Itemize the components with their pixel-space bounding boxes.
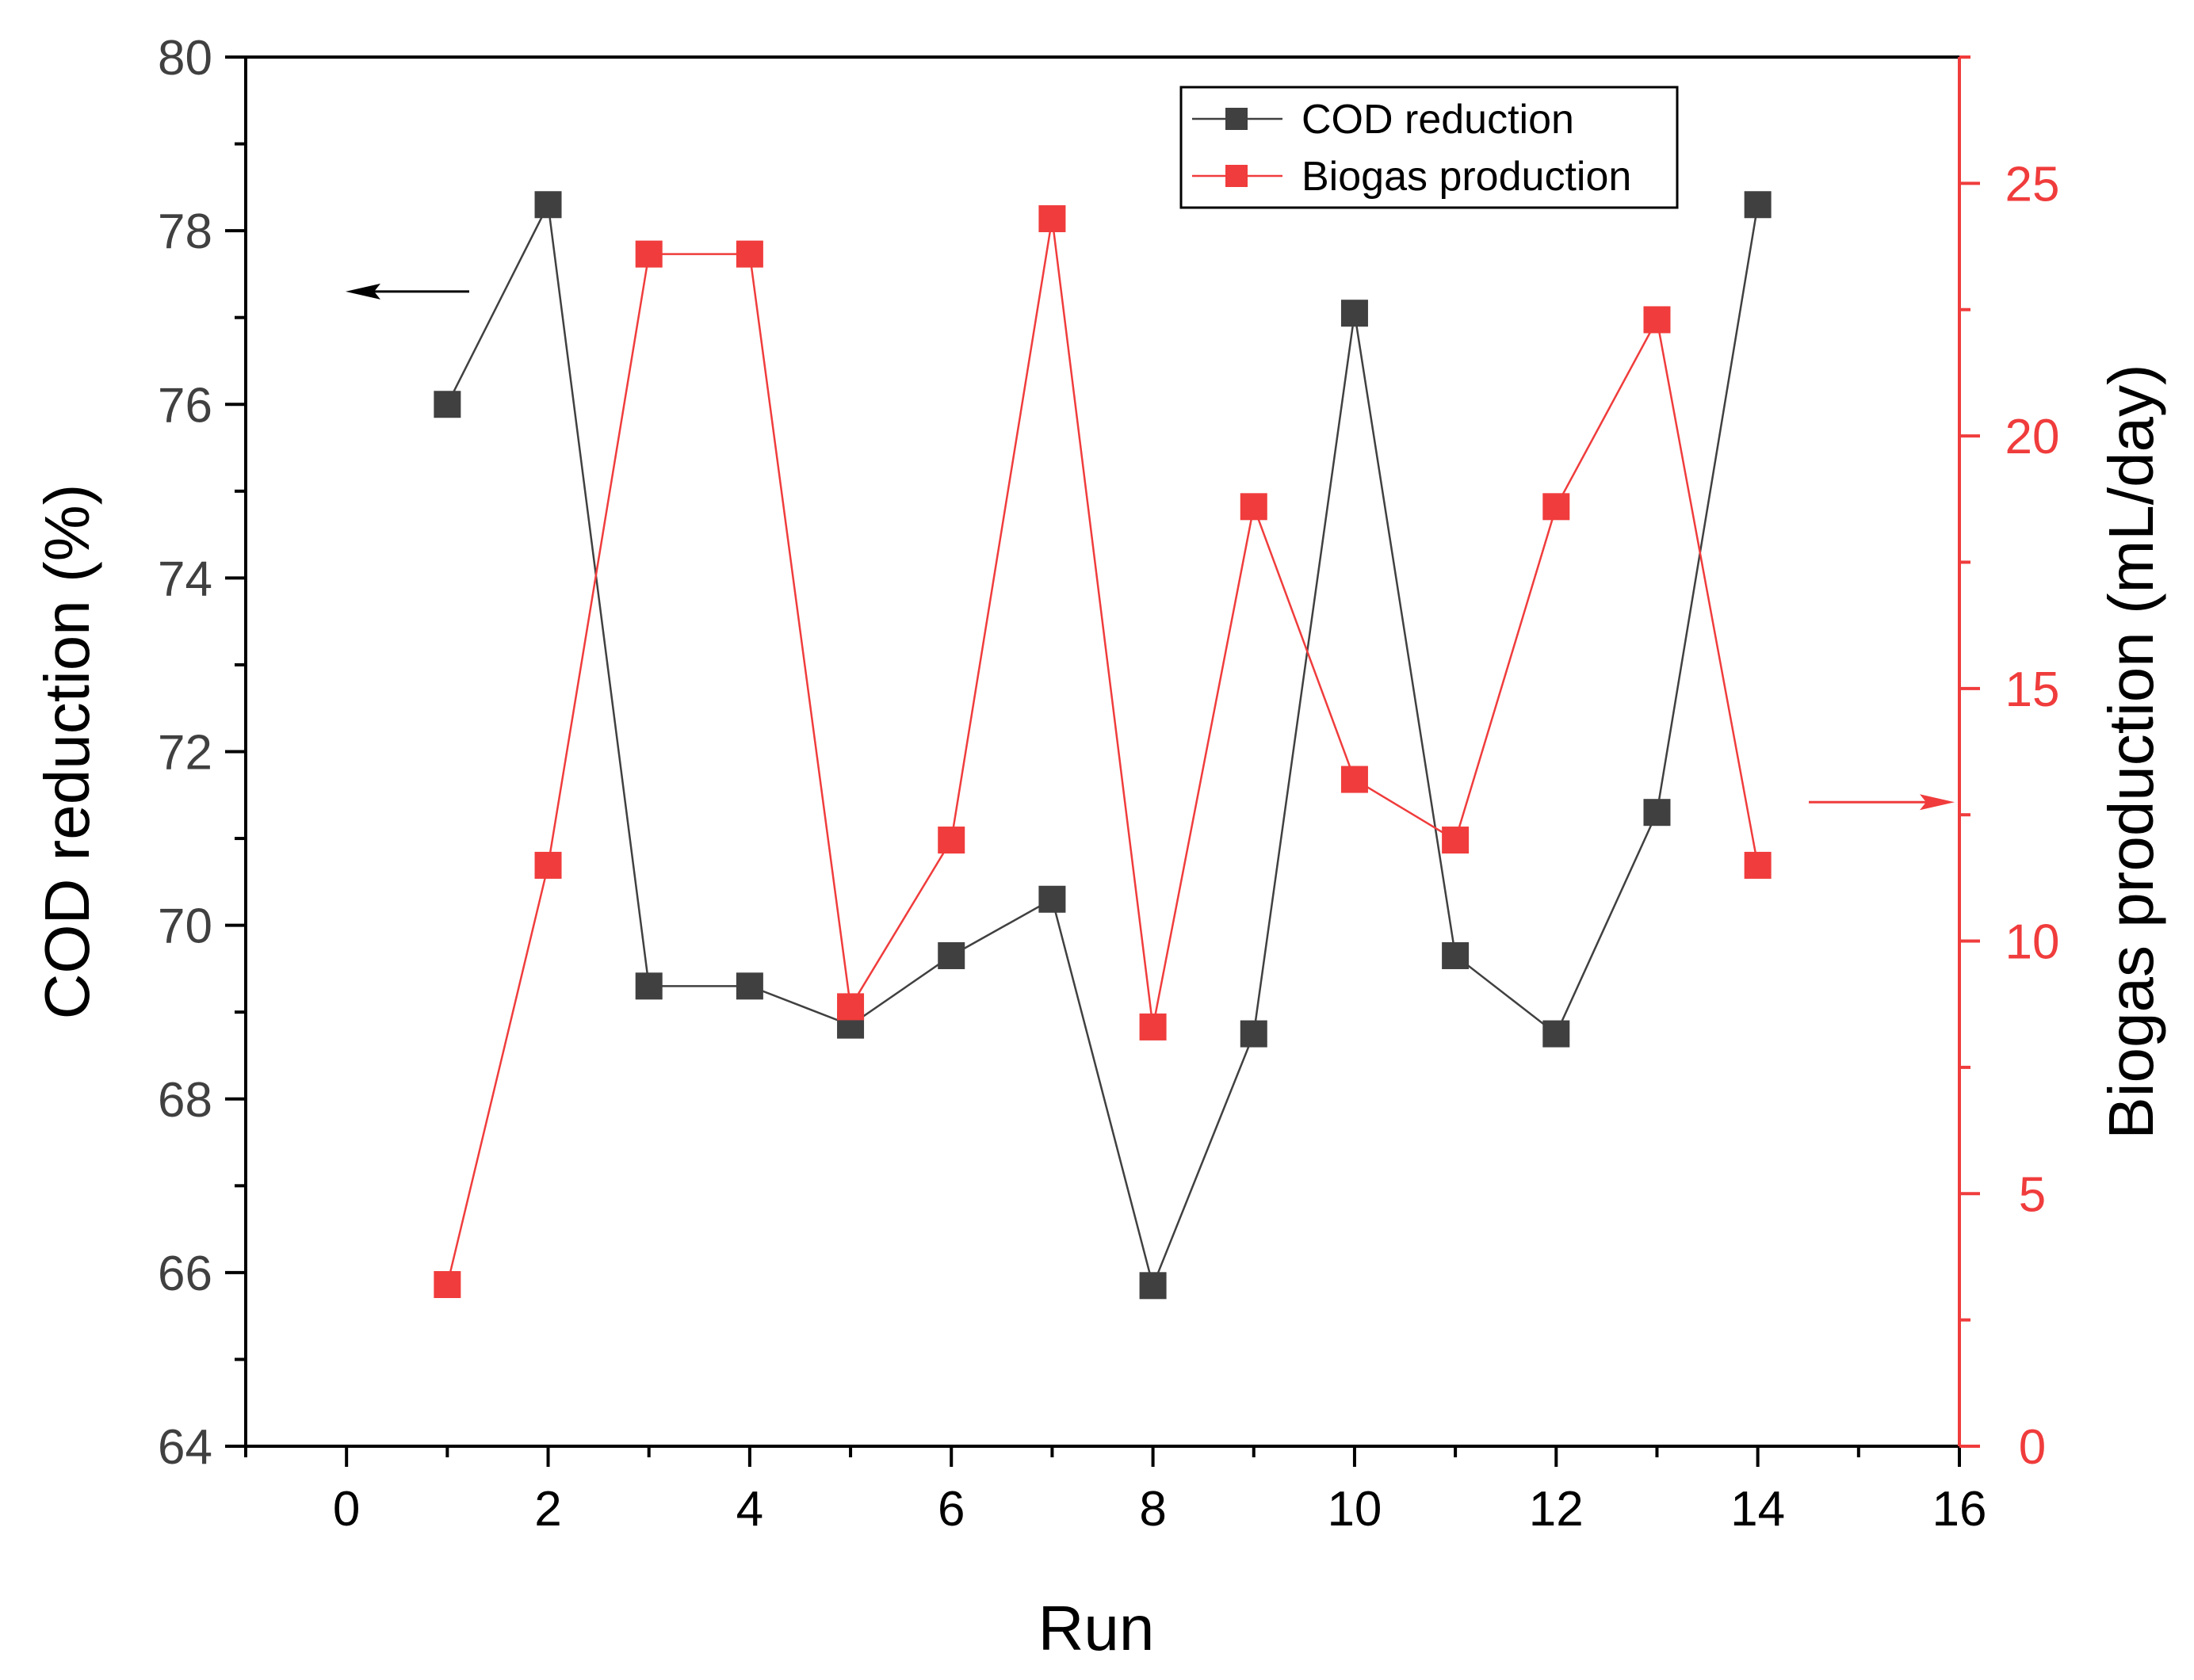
y-axis-right-title: Biogas production (mL/day) [2096, 364, 2166, 1139]
y-right-tick-label: 0 [2019, 1420, 2046, 1475]
y-left-tick-label: 72 [158, 726, 212, 781]
cod-point [1744, 191, 1772, 219]
annotation-layer [346, 283, 1955, 811]
biogas-point [1240, 493, 1267, 521]
y-left-tick-label: 66 [158, 1247, 212, 1301]
y-right-tick-label: 5 [2019, 1167, 2046, 1222]
series-layer [434, 191, 1772, 1300]
legend-box [1179, 86, 1679, 209]
y-right-tick-label: 15 [2005, 662, 2060, 717]
x-tick-label: 14 [1730, 1482, 1785, 1537]
y-right-tick-label: 25 [2005, 157, 2060, 212]
x-tick-label: 16 [1932, 1482, 1987, 1537]
y-axis-left-title: COD reduction (%) [32, 484, 102, 1020]
arrow-right-head [1920, 794, 1955, 811]
cod-point [434, 391, 461, 418]
cod-point [1038, 885, 1066, 913]
y-left-tick-label: 68 [158, 1073, 212, 1128]
y-right-tick-label: 20 [2005, 410, 2060, 464]
y-left-tick-label: 64 [158, 1420, 212, 1475]
x-tick-label: 10 [1327, 1482, 1382, 1537]
plot-frame [244, 55, 1961, 1448]
x-tick-label: 4 [736, 1482, 763, 1537]
legend: COD reduction Biogas production [1179, 86, 1679, 209]
y-left-tick-label: 80 [158, 31, 212, 86]
cod-point [1442, 941, 1470, 969]
x-axis: 0 2 4 6 8 10 12 14 16 [244, 1446, 1987, 1537]
y-left-tick-label: 78 [158, 204, 212, 259]
biogas-point [1643, 306, 1671, 334]
biogas-point [1442, 827, 1470, 854]
cod-point [1240, 1020, 1267, 1048]
cod-point [534, 191, 562, 219]
biogas-point [938, 827, 965, 854]
biogas-point [635, 240, 663, 268]
cod-point [736, 972, 763, 1000]
legend-label-cod: COD reduction [1301, 97, 1574, 143]
cod-point [1542, 1020, 1570, 1048]
y-axis-right: 0 5 10 15 20 25 [1959, 55, 2060, 1475]
biogas-point [1038, 204, 1066, 232]
biogas-point [1542, 493, 1570, 521]
cod-point [635, 972, 663, 1000]
cod-point [1340, 300, 1368, 327]
series-line-cod [446, 201, 1759, 1289]
y-left-tick-label: 70 [158, 899, 212, 954]
y-left-tick-label: 74 [158, 552, 212, 606]
x-axis-title: Run [1038, 1593, 1155, 1663]
arrow-left-head [346, 283, 380, 300]
cod-point [1643, 799, 1671, 827]
y-left-tick-label: 76 [158, 378, 212, 433]
cod-point [1139, 1272, 1167, 1300]
x-tick-label: 0 [333, 1482, 360, 1537]
x-tick-label: 8 [1139, 1482, 1166, 1537]
legend-label-biogas: Biogas production [1301, 154, 1631, 200]
cod-point [938, 941, 965, 969]
y-right-tick-label: 10 [2005, 915, 2060, 970]
x-tick-label: 2 [534, 1482, 561, 1537]
biogas-point [837, 993, 865, 1021]
x-tick-label: 12 [1529, 1482, 1584, 1537]
legend-marker-cod [1225, 108, 1248, 130]
y-axis-left: 64 66 68 70 72 74 76 78 80 [158, 31, 246, 1475]
biogas-point [534, 851, 562, 879]
biogas-point [1744, 851, 1772, 879]
biogas-point [736, 240, 763, 268]
x-tick-label: 6 [938, 1482, 965, 1537]
biogas-point [1340, 766, 1368, 793]
biogas-point [1139, 1013, 1167, 1040]
biogas-point [434, 1271, 461, 1299]
series-line-biogas [446, 218, 1759, 1285]
legend-marker-biogas [1225, 165, 1248, 187]
